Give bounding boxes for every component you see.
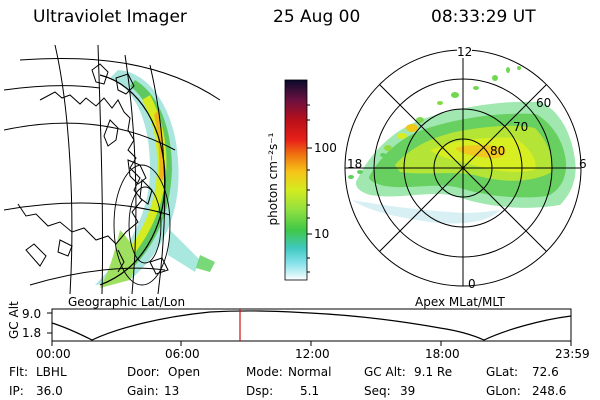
glat-value: 72.6 <box>532 365 559 379</box>
glon-label: GLon: <box>486 384 521 398</box>
mlt-label-0: 0 <box>468 277 476 291</box>
date-label: 25 Aug 00 <box>273 7 361 27</box>
colorbar-scale <box>284 79 308 281</box>
polar-plot <box>344 49 582 287</box>
timeline-ytick-low: 1.8 <box>22 326 42 340</box>
glat-label: GLat: <box>486 365 519 379</box>
timeline-ytick-high: 9.0 <box>22 307 42 321</box>
timeline-xtick: 18:00 <box>425 347 460 361</box>
ip-label: IP: <box>9 384 24 398</box>
orbit-timeline <box>47 308 572 346</box>
mlt-label-6: 6 <box>579 157 587 171</box>
mlt-label-12: 12 <box>457 45 473 59</box>
gain-value: 13 <box>164 384 180 398</box>
earth-limb <box>99 74 166 286</box>
filter-label: Flt: <box>9 365 28 379</box>
right-panel-label: Apex MLat/MLT <box>415 295 505 309</box>
left-panel-label: Geographic Lat/Lon <box>68 295 186 309</box>
mlat-label-70: 70 <box>513 120 529 134</box>
timeline-xtick: 12:00 <box>295 347 330 361</box>
timeline-xtick: 06:00 <box>165 347 200 361</box>
colorbar-unit-label: photon cm⁻²s⁻¹ <box>266 132 280 226</box>
door-label: Door: <box>127 365 160 379</box>
dsp-value: 5.1 <box>300 384 320 398</box>
ip-value: 36.0 <box>36 384 63 398</box>
dsp-label: Dsp: <box>246 384 274 398</box>
gc-alt-label: GC Alt: <box>364 365 406 379</box>
seq-label: Seq: <box>364 384 391 398</box>
glon-value: 248.6 <box>532 384 567 398</box>
seq-value: 39 <box>400 384 416 398</box>
mode-label: Mode: <box>246 365 283 379</box>
mode-value: Normal <box>288 365 332 379</box>
gc-alt-value: 9.1 Re <box>414 365 453 379</box>
instrument-title: Ultraviolet Imager <box>33 7 187 27</box>
geographic-map <box>4 44 221 294</box>
door-value: Open <box>168 365 201 379</box>
mlt-label-18: 18 <box>347 157 363 171</box>
gain-label: Gain: <box>127 384 159 398</box>
colorbar-tick-10: 10 <box>314 227 330 241</box>
timeline-xtick: 23:59 <box>555 347 590 361</box>
filter-value: LBHL <box>36 365 67 379</box>
timeline-xtick: 00:00 <box>36 347 71 361</box>
timeline-y-label: GC Alt <box>7 301 21 339</box>
colorbar-tick-100: 100 <box>314 141 337 155</box>
mlat-label-80: 80 <box>490 144 506 158</box>
altitude-curve <box>51 310 572 341</box>
time-label: 08:33:29 UT <box>431 7 536 27</box>
mlat-label-60: 60 <box>536 96 552 110</box>
